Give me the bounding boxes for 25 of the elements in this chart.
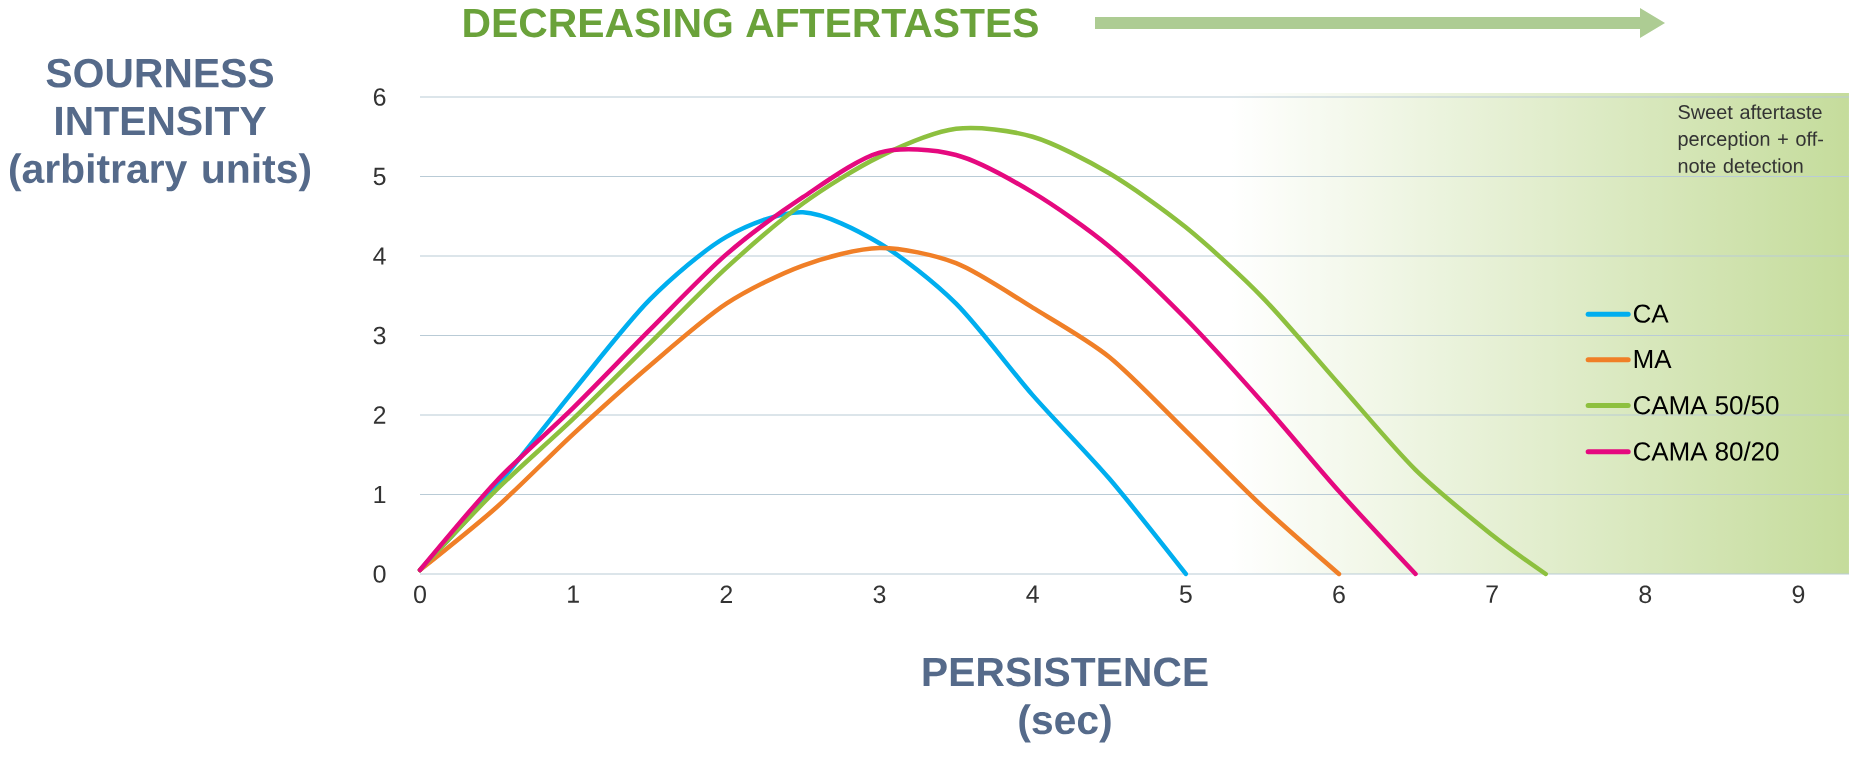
y-tick-label: 2 (373, 406, 386, 424)
band-label: Sweet aftertaste perception + off-note detection (1678, 104, 1823, 173)
y-tick-label: 1 (374, 485, 386, 504)
legend-label: CAMA 80/20 (1633, 441, 1779, 461)
y-axis-title: SOURNESS INTENSITY (arbitrary units) (9, 58, 311, 192)
legend-label: MA (1634, 350, 1672, 368)
x-tick-label: 8 (1639, 585, 1652, 604)
x-tick-label: 7 (1486, 585, 1498, 603)
x-tick-label: 3 (873, 585, 886, 604)
x-tick-label: 6 (1333, 585, 1345, 604)
x-tick-label: 4 (1026, 585, 1039, 603)
x-tick-label: 1 (568, 585, 579, 603)
legend-label: CA (1633, 304, 1669, 323)
chart-title: DECREASING AFTERTASTES (464, 8, 1038, 38)
y-tick-label: 5 (373, 167, 386, 186)
x-tick-label: 9 (1792, 585, 1805, 604)
x-tick-label: 0 (414, 585, 426, 604)
x-tick-label: 2 (720, 585, 732, 603)
y-tick-label: 0 (373, 565, 386, 583)
y-tick-label: 3 (373, 326, 386, 345)
y-tick-label: 6 (373, 88, 386, 106)
legend-label: CAMA 50/50 (1633, 395, 1779, 415)
x-axis-title: PERSISTENCE (sec) (923, 657, 1208, 743)
x-tick-label: 5 (1179, 585, 1192, 603)
y-tick-label: 4 (373, 247, 386, 265)
